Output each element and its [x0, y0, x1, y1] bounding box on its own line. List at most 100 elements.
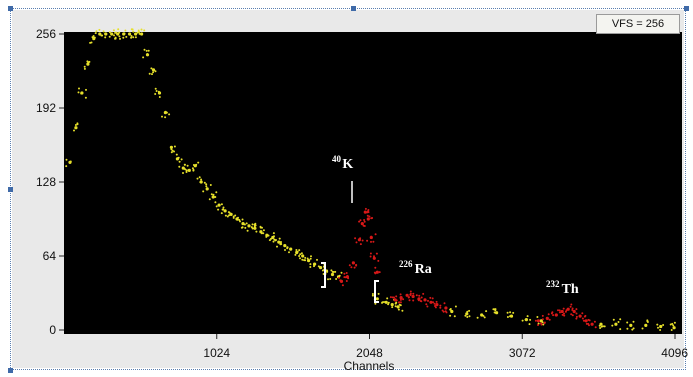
spectrum-dot — [260, 232, 263, 235]
isotope-symbol: Ra — [415, 262, 432, 277]
spectrum-dot — [659, 329, 662, 331]
spectrum-dot — [197, 161, 200, 164]
spectrum-point — [450, 309, 454, 314]
spectrum-dot — [660, 325, 663, 328]
spectrum-dot — [480, 313, 483, 316]
roi-dot — [399, 301, 402, 304]
resize-handle-top-right[interactable] — [684, 6, 689, 11]
spectrum-dot — [468, 315, 471, 318]
spectrum-dot — [113, 34, 115, 37]
roi-series — [337, 207, 597, 329]
spectrum-dot — [273, 235, 275, 238]
spectrum-dot — [492, 308, 495, 311]
spectrum-dot — [195, 163, 198, 166]
spectrum-point — [330, 272, 335, 277]
spectrum-dot — [330, 269, 333, 272]
resize-handle-top[interactable] — [351, 6, 356, 11]
spectrum-dot — [157, 90, 160, 93]
spectrum-dot — [326, 270, 329, 273]
spectrum-dot — [222, 206, 225, 209]
spectrum-dot — [464, 314, 467, 317]
roi-dot — [364, 207, 367, 210]
roi-dot — [425, 303, 428, 306]
spectrum-dot — [184, 168, 187, 171]
roi-dot — [347, 277, 350, 280]
roi-dot — [370, 217, 373, 220]
roi-dot — [363, 220, 366, 223]
spectrum-dot — [641, 327, 644, 330]
roi-dot — [584, 314, 587, 317]
roi-dot — [429, 296, 432, 299]
roi-dot — [434, 306, 437, 309]
roi-dot — [575, 317, 578, 320]
roi-dot — [363, 219, 366, 221]
spectrum-dot — [657, 326, 659, 329]
spectrum-dot — [611, 324, 614, 327]
spectrum-dot — [185, 171, 188, 173]
spectrum-dot — [524, 318, 527, 321]
roi-dot — [409, 290, 412, 293]
spectrum-dot — [280, 241, 282, 243]
spectrum-dot — [228, 211, 231, 214]
spectrum-dot — [192, 164, 195, 166]
roi-dot — [355, 263, 358, 266]
spectrum-dot — [84, 96, 87, 99]
roi-dot — [355, 241, 358, 244]
spectrum-dot — [154, 87, 157, 90]
spectrum-dot — [108, 35, 111, 38]
roi-dot — [369, 255, 372, 258]
resize-handle-left[interactable] — [8, 187, 13, 192]
roi-point — [444, 306, 448, 310]
spectrum-dot — [173, 145, 176, 148]
spectrum-dot — [334, 270, 337, 273]
spectrum-dot — [301, 258, 304, 261]
spectrum-point — [187, 168, 191, 172]
spectrum-dot — [198, 176, 201, 179]
x-tick-label: 3072 — [509, 346, 536, 360]
roi-point — [566, 307, 570, 311]
spectrum-dot — [92, 35, 95, 37]
spectrum-dot — [155, 90, 158, 92]
spectrum-dot — [394, 305, 397, 308]
spectrum-dot — [171, 149, 174, 152]
spectrum-dot — [303, 259, 306, 262]
roi-dot — [369, 252, 372, 255]
x-tick-label: 2048 — [356, 346, 383, 360]
spectrum-dot — [272, 240, 275, 243]
roi-dot — [547, 313, 550, 316]
spectrum-dot — [161, 115, 163, 118]
spectrum-dot — [313, 265, 315, 268]
spectrum-dot — [102, 30, 105, 33]
spectrum-dot — [241, 218, 244, 221]
resize-handle-bottom-left[interactable] — [8, 368, 13, 373]
roi-point — [435, 303, 439, 307]
roi-dot — [408, 299, 411, 302]
vfs-indicator[interactable]: VFS = 256 — [596, 14, 680, 34]
spectrum-point — [241, 222, 245, 226]
spectrum-dot — [632, 320, 635, 323]
roi-point — [405, 293, 409, 297]
spectrum-dot — [383, 301, 385, 303]
spectrum-dot — [294, 253, 297, 256]
spectrum-point — [211, 195, 215, 199]
spectrum-dot — [138, 31, 141, 33]
spectrum-dot — [200, 178, 203, 181]
spectrum-dot — [112, 29, 115, 32]
spectrum-dot — [168, 113, 171, 116]
roi-dot — [575, 308, 578, 311]
spectrum-dot — [130, 35, 133, 37]
spectrum-dot — [122, 36, 125, 39]
y-tick-label: 192 — [36, 101, 56, 115]
spectrum-dot — [485, 310, 488, 313]
spectrum-dot — [175, 153, 178, 156]
spectrum-dot — [280, 243, 283, 246]
spectrum-dot — [182, 172, 184, 174]
spectrum-dot — [180, 158, 183, 161]
spectrum-dot — [130, 36, 133, 39]
spectrum-dot — [529, 318, 532, 321]
x-axis: 1024 2048 3072 4096 — [203, 334, 688, 360]
roi-dot — [418, 294, 421, 297]
spectrum-dot — [251, 227, 254, 230]
resize-handle-top-left[interactable] — [8, 6, 13, 11]
spectrum-dot — [656, 323, 659, 326]
